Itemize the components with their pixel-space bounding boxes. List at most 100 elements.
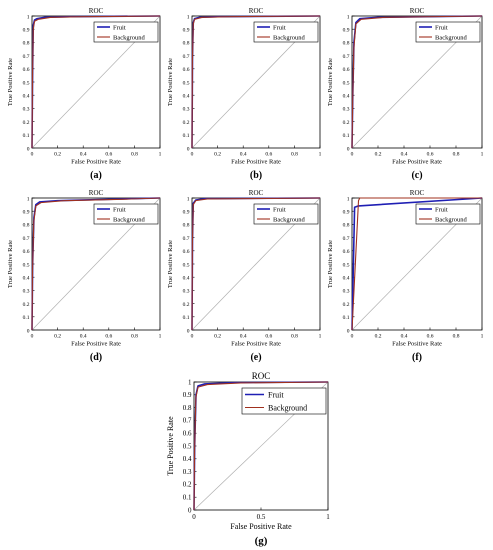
series-line-fruit — [351, 197, 483, 331]
roc-chart-svg: ROC 0 0.1 0.2 0.3 0.4 0.5 0.6 0.7 0.8 0.9 1 0 0.2 0.4 0… — [7, 7, 162, 181]
roc-panel-b: ROC 0 0.1 0.2 0.3 0.4 0.5 0.6 0.7 0.8 0.9 1 0 0.2 0.4 0… — [164, 4, 326, 184]
panel-caption: (g) — [255, 535, 268, 547]
y-tick-label: 0.8 — [23, 41, 30, 47]
x-tick-label: 0.4 — [240, 334, 247, 340]
y-tick-label: 0.5 — [343, 262, 350, 268]
legend: Fruit Background — [253, 203, 319, 225]
x-tick-label: 1 — [481, 152, 484, 158]
x-axis-label: False Positive Rate — [231, 159, 281, 166]
y-tick-label: 0.7 — [343, 54, 350, 60]
series-line-background — [351, 197, 482, 331]
y-tick-label: 0.3 — [23, 107, 30, 113]
y-axis-label: True Positive Rate — [7, 58, 14, 106]
series-line-background — [191, 15, 321, 149]
y-tick-label: 0 — [347, 328, 350, 334]
x-tick-label: 0 — [351, 152, 354, 158]
series-line-background — [31, 15, 161, 149]
y-tick-label: 0.5 — [23, 80, 30, 86]
y-tick-label: 0.9 — [183, 391, 192, 399]
panel-caption: (f) — [412, 352, 422, 363]
series-line-background — [31, 197, 161, 331]
x-tick-label: 0 — [192, 513, 196, 521]
x-tick-label: 0.4 — [240, 152, 247, 158]
x-tick-label: 0.6 — [427, 152, 434, 158]
x-tick-label: 0.8 — [453, 334, 460, 340]
y-tick-label: 0.1 — [343, 315, 350, 321]
x-tick-label: 0.6 — [427, 334, 434, 340]
legend: Fruit Background — [415, 21, 481, 43]
legend-label: Background — [113, 34, 146, 41]
x-axis-label: False Positive Rate — [230, 522, 292, 531]
legend: Fruit Background — [415, 203, 481, 225]
y-tick-label: 1 — [347, 196, 350, 202]
y-tick-label: 0.4 — [183, 455, 192, 463]
roc-panel-c: ROC 0 0.1 0.2 0.3 0.4 0.5 0.6 0.7 0.8 0.9 1 0 0.2 0.4 0… — [324, 4, 488, 184]
y-tick-label: 0 — [187, 146, 190, 152]
y-tick-label: 0.1 — [183, 133, 190, 139]
y-tick-label: 0.8 — [183, 41, 190, 47]
y-tick-label: 0.7 — [183, 54, 190, 60]
y-tick-label: 0.2 — [343, 120, 350, 126]
roc-chart-svg: ROC 0 0.1 0.2 0.3 0.4 0.5 0.6 0.7 0.8 0.9 1 0 0.2 0.4 0… — [167, 7, 322, 181]
y-tick-label: 0.9 — [183, 210, 190, 216]
y-tick-label: 1 — [27, 14, 30, 20]
legend-label: Background — [273, 34, 306, 41]
roc-panel-f: ROC 0 0.1 0.2 0.3 0.4 0.5 0.6 0.7 0.8 0.9 1 0 0.2 0.4 0… — [324, 186, 488, 366]
legend-label: Background — [268, 404, 307, 413]
x-tick-label: 0.8 — [131, 334, 138, 340]
x-tick-label: 1 — [159, 334, 162, 340]
y-tick-label: 0 — [188, 506, 192, 514]
x-tick-label: 0.8 — [453, 152, 460, 158]
x-tick-label: 0.4 — [80, 334, 87, 340]
x-axis-label: False Positive Rate — [71, 341, 121, 348]
x-tick-label: 0.2 — [54, 334, 61, 340]
y-tick-label: 0.2 — [183, 481, 192, 489]
x-tick-label: 0.6 — [265, 334, 272, 340]
y-tick-label: 0 — [187, 328, 190, 334]
y-tick-label: 0.4 — [183, 94, 190, 100]
y-tick-label: 0.8 — [23, 223, 30, 229]
panel-caption: (c) — [411, 170, 422, 181]
y-tick-label: 0.7 — [343, 236, 350, 242]
y-tick-label: 0.6 — [183, 430, 192, 438]
legend-label: Fruit — [435, 206, 448, 213]
legend-box — [241, 387, 327, 415]
x-tick-label: 0.2 — [54, 152, 61, 158]
y-tick-label: 0.5 — [343, 80, 350, 86]
y-tick-label: 1 — [347, 14, 350, 20]
chart-title: ROC — [410, 189, 425, 197]
roc-panel-g: ROC 0 0.1 0.2 0.3 0.4 0.5 0.6 0.7 0.8 0.9 1 0 0.5 1 Fal… — [164, 368, 334, 548]
y-tick-label: 0.7 — [23, 54, 30, 60]
legend-label: Fruit — [113, 206, 126, 213]
legend-label: Fruit — [113, 24, 126, 31]
x-tick-label: 1 — [326, 513, 330, 521]
chart-title: ROC — [249, 189, 264, 197]
chart-title: ROC — [410, 7, 425, 15]
x-tick-label: 1 — [319, 334, 322, 340]
y-tick-label: 0.6 — [23, 249, 30, 255]
panel-caption: (d) — [90, 352, 102, 363]
x-tick-label: 0.5 — [257, 513, 266, 521]
y-tick-label: 1 — [187, 196, 190, 202]
y-tick-label: 0.6 — [343, 67, 350, 73]
y-axis-label: True Positive Rate — [327, 240, 334, 288]
legend-label: Background — [113, 216, 146, 223]
legend-label: Background — [273, 216, 306, 223]
x-tick-label: 0 — [191, 152, 194, 158]
x-tick-label: 0.6 — [265, 152, 272, 158]
y-tick-label: 0.4 — [23, 276, 30, 282]
y-tick-label: 0.4 — [183, 276, 190, 282]
panel-caption: (b) — [250, 170, 262, 181]
legend: Fruit Background — [93, 21, 159, 43]
y-tick-label: 0.6 — [343, 249, 350, 255]
legend: Fruit Background — [241, 387, 327, 415]
y-axis-label: True Positive Rate — [7, 240, 14, 288]
chart-title: ROC — [249, 7, 264, 15]
roc-chart-svg: ROC 0 0.1 0.2 0.3 0.4 0.5 0.6 0.7 0.8 0.9 1 0 0.2 0.4 0… — [167, 189, 322, 363]
x-tick-label: 0.8 — [291, 152, 298, 158]
roc-chart-svg: ROC 0 0.1 0.2 0.3 0.4 0.5 0.6 0.7 0.8 0.9 1 0 0.2 0.4 0… — [7, 189, 162, 363]
y-tick-label: 0.6 — [23, 67, 30, 73]
y-tick-label: 0.1 — [343, 133, 350, 139]
y-tick-label: 0.3 — [23, 289, 30, 295]
y-tick-label: 0.1 — [183, 315, 190, 321]
